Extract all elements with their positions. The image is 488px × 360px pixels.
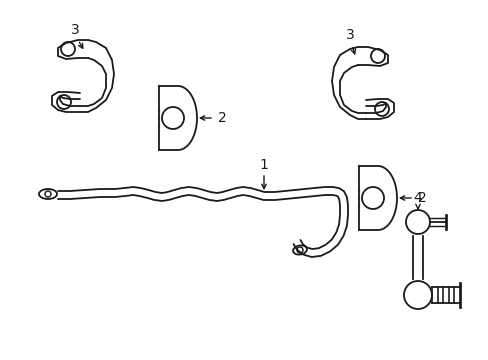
Text: 2: 2 bbox=[417, 191, 426, 205]
Text: 3: 3 bbox=[70, 23, 79, 37]
Text: 1: 1 bbox=[259, 158, 268, 172]
Text: 3: 3 bbox=[345, 28, 354, 42]
Text: 2: 2 bbox=[217, 111, 226, 125]
Text: 4: 4 bbox=[413, 191, 422, 205]
